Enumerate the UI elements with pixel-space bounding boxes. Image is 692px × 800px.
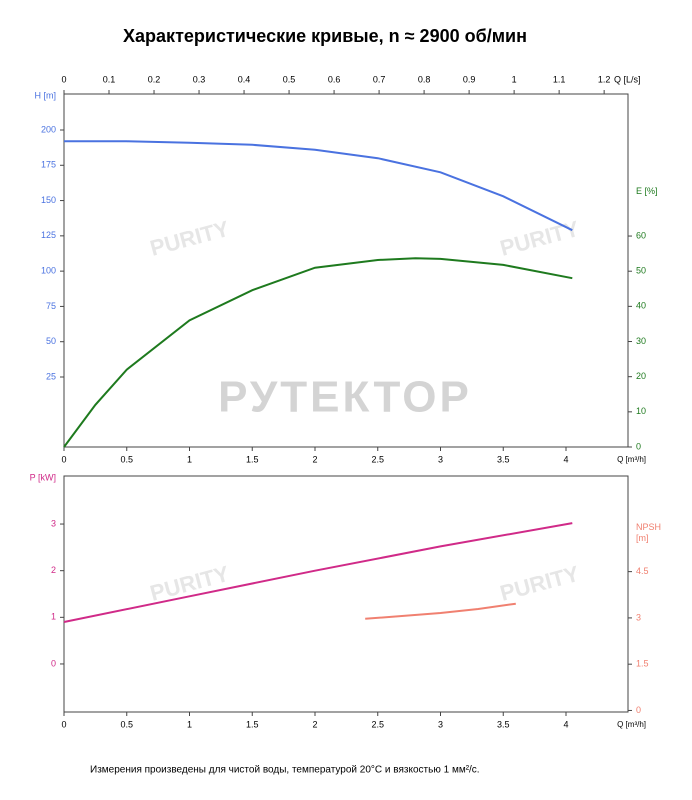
- x2-tick-label: 1.1: [553, 74, 566, 84]
- x2-tick-label: 0: [61, 74, 66, 84]
- y-tick-label: 125: [41, 230, 56, 240]
- logo: PURITY: [147, 216, 232, 261]
- x-tick-label: 2.5: [371, 454, 384, 464]
- y-tick-label: 2: [51, 565, 56, 575]
- y2-tick-label: 40: [636, 301, 646, 311]
- y-tick-label: 175: [41, 160, 56, 170]
- y2-tick-label: 0: [636, 705, 641, 715]
- x2-tick-label: 1: [512, 74, 517, 84]
- y2-axis-title: NPSH [m]: [636, 521, 662, 543]
- x-tick-label: 3: [438, 719, 443, 729]
- x2-tick-label: 0.6: [328, 74, 341, 84]
- y2-tick-label: 20: [636, 371, 646, 381]
- y2-tick-label: 50: [636, 266, 646, 276]
- logo: PURITY: [497, 216, 582, 261]
- x-tick-label: 3.5: [497, 719, 510, 729]
- x2-tick-label: 0.9: [463, 74, 476, 84]
- x-tick-label: 2: [312, 454, 317, 464]
- y2-axis-title: E [%]: [636, 186, 658, 197]
- x2-tick-label: 0.7: [373, 74, 386, 84]
- x-tick-label: 4: [563, 454, 568, 464]
- watermark: РУТЕКТОР: [218, 373, 472, 422]
- x2-tick-label: 0.4: [238, 74, 251, 84]
- x-axis-title: Q [m³/h]: [617, 720, 646, 729]
- y-tick-label: 1: [51, 612, 56, 622]
- x-tick-label: 0: [61, 719, 66, 729]
- y-tick-label: 25: [46, 371, 56, 381]
- x-axis-title: Q [m³/h]: [617, 455, 646, 464]
- y2-tick-label: 1.5: [636, 659, 649, 669]
- x-tick-label: 0: [61, 454, 66, 464]
- plot-frame: [63, 475, 629, 713]
- series-line: [63, 257, 573, 448]
- x2-tick-label: 0.1: [103, 74, 116, 84]
- y2-tick-label: 3: [636, 612, 641, 622]
- x2-tick-label: 0.5: [283, 74, 296, 84]
- logo: PURITY: [147, 561, 232, 606]
- y2-tick-label: 0: [636, 441, 641, 451]
- x-tick-label: 1.5: [246, 719, 259, 729]
- chart-title: Характеристические кривые, n ≈ 2900 об/м…: [123, 26, 527, 46]
- y-tick-label: 200: [41, 124, 56, 134]
- plot-frame: [63, 93, 629, 448]
- y-tick-label: 100: [41, 266, 56, 276]
- y2-tick-label: 60: [636, 230, 646, 240]
- y-tick-label: 50: [46, 336, 56, 346]
- y-tick-label: 3: [51, 518, 56, 528]
- x2-tick-label: 0.3: [193, 74, 206, 84]
- x2-tick-label: 1.2: [598, 74, 611, 84]
- series-line: [64, 140, 573, 232]
- x-tick-label: 0.5: [120, 454, 133, 464]
- x-tick-label: 1.5: [246, 454, 259, 464]
- x-tick-label: 1: [187, 719, 192, 729]
- logo: PURITY: [497, 561, 582, 606]
- x-tick-label: 1: [187, 454, 192, 464]
- x-tick-label: 3: [438, 454, 443, 464]
- y-axis-title: H [m]: [35, 90, 57, 100]
- x2-tick-label: 0.2: [148, 74, 161, 84]
- y-tick-label: 150: [41, 195, 56, 205]
- y-tick-label: 75: [46, 301, 56, 311]
- x-tick-label: 2: [312, 719, 317, 729]
- y2-tick-label: 4.5: [636, 566, 649, 576]
- x-tick-label: 4: [563, 719, 568, 729]
- x-tick-label: 2.5: [371, 719, 384, 729]
- y-axis-title: P [kW]: [30, 472, 56, 482]
- x-tick-label: 0.5: [120, 719, 133, 729]
- footnote: Измерения произведены для чистой воды, т…: [90, 765, 480, 776]
- x-tick-label: 3.5: [497, 454, 510, 464]
- y2-tick-label: 10: [636, 406, 646, 416]
- series-line: [365, 602, 516, 620]
- x2-tick-label: 0.8: [418, 74, 431, 84]
- y2-tick-label: 30: [636, 336, 646, 346]
- series-line: [63, 522, 573, 623]
- y-tick-label: 0: [51, 658, 56, 668]
- x2-axis-title: Q [L/s]: [614, 74, 641, 84]
